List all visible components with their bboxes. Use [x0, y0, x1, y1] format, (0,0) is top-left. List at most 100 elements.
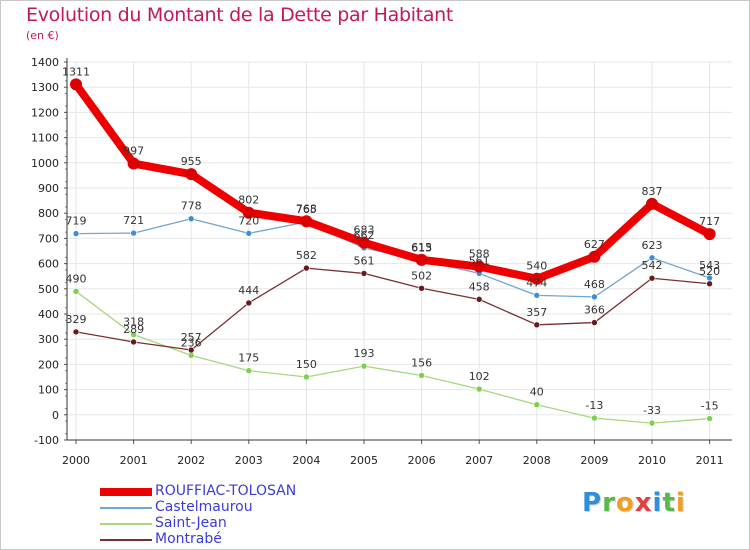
y-tick-label: 500 — [38, 283, 59, 296]
data-label: 40 — [530, 386, 544, 399]
data-label: 468 — [584, 278, 605, 291]
y-tick-label: 700 — [38, 232, 59, 245]
data-label: 955 — [181, 155, 202, 168]
data-label: -15 — [701, 400, 719, 413]
series-line-2 — [75, 290, 711, 424]
data-label: 837 — [642, 185, 663, 198]
data-label: 720 — [238, 214, 259, 227]
data-label: 150 — [296, 358, 317, 371]
logo-letter: o — [615, 488, 635, 518]
data-label: 444 — [238, 284, 259, 297]
y-tick-label: 100 — [38, 384, 59, 397]
data-point — [648, 254, 656, 262]
data-label: 366 — [584, 304, 605, 317]
data-point — [300, 215, 313, 228]
y-tick-label: 900 — [38, 182, 59, 195]
data-point — [185, 168, 198, 181]
logo-letter: t — [662, 488, 676, 518]
data-label: 175 — [238, 352, 259, 365]
y-tick-label: 300 — [38, 333, 59, 346]
data-point — [130, 331, 137, 338]
data-label: 1311 — [62, 65, 90, 78]
logo-letter: r — [602, 488, 616, 518]
data-point — [245, 299, 253, 307]
data-point — [703, 228, 716, 241]
data-label: 102 — [469, 370, 490, 383]
data-label: 717 — [699, 215, 720, 228]
data-point — [706, 415, 713, 422]
data-label: 662 — [354, 229, 375, 242]
data-point — [706, 274, 713, 282]
x-tick-label: 2008 — [523, 454, 551, 467]
x-tick-label: 2007 — [465, 454, 493, 467]
data-label: 490 — [66, 272, 87, 285]
legend-item-saint-jean: Saint-Jean — [100, 515, 360, 532]
legend-label-montrabe: Montrabé — [155, 531, 222, 547]
data-point — [475, 296, 483, 303]
data-label: -33 — [643, 404, 661, 417]
x-tick-label: 2000 — [62, 454, 90, 467]
y-tick-label: 800 — [38, 207, 59, 220]
data-point — [591, 293, 598, 301]
chart-subtitle: (en €) — [26, 29, 59, 42]
legend-item-castelmaurou: Castelmaurou — [100, 499, 360, 516]
data-point — [245, 230, 253, 237]
data-point — [360, 270, 368, 277]
data-label: 765 — [296, 203, 317, 216]
data-point — [242, 206, 255, 219]
y-tick-label: 1300 — [31, 81, 59, 94]
x-tick-label: 2003 — [235, 454, 263, 467]
data-label: 719 — [66, 215, 87, 228]
data-label: 502 — [411, 269, 432, 282]
data-point — [360, 362, 368, 370]
data-point — [303, 373, 310, 381]
logo-letter: P — [582, 488, 603, 518]
series-line-3 — [75, 267, 711, 351]
data-label: 540 — [526, 260, 547, 273]
data-point — [530, 272, 543, 285]
legend-swatch-rouffiac — [100, 488, 152, 496]
data-label: 458 — [469, 280, 490, 293]
data-label: -13 — [585, 399, 603, 412]
data-point — [473, 260, 486, 273]
y-tick-label: 1100 — [31, 132, 59, 145]
data-label: 474 — [526, 276, 547, 289]
data-point — [648, 419, 656, 427]
data-point — [127, 157, 140, 170]
data-label: 613 — [411, 241, 432, 254]
data-point — [646, 197, 658, 210]
y-tick-label: 0 — [52, 409, 59, 422]
data-point — [130, 338, 137, 346]
data-label: 329 — [66, 313, 87, 326]
data-point — [533, 401, 541, 409]
x-tick-label: 2005 — [350, 454, 378, 467]
legend-label-castelmaurou: Castelmaurou — [155, 499, 253, 515]
x-tick-label: 2011 — [696, 454, 724, 467]
data-point — [415, 253, 428, 266]
data-point — [303, 264, 310, 272]
y-tick-label: 1000 — [31, 157, 59, 170]
legend: ROUFFIAC-TOLOSAN Castelmaurou Saint-Jean… — [100, 483, 360, 548]
logo-letter: i — [675, 488, 686, 518]
data-point — [475, 385, 483, 393]
data-label: 156 — [411, 356, 432, 369]
series-line-1 — [75, 218, 711, 298]
data-label: 561 — [354, 254, 375, 267]
data-point — [72, 328, 80, 336]
data-label: 588 — [469, 248, 490, 261]
x-tick-label: 2004 — [292, 454, 320, 467]
data-point — [648, 274, 656, 282]
legend-item-rouffiac: ROUFFIAC-TOLOSAN — [100, 483, 360, 500]
data-point — [358, 236, 370, 249]
data-point — [591, 414, 598, 422]
logo-letter: x — [634, 488, 653, 518]
data-point — [72, 288, 80, 295]
data-point — [72, 230, 80, 237]
y-tick-label: 400 — [38, 308, 59, 321]
data-label: 542 — [642, 259, 663, 272]
data-label: 257 — [181, 331, 202, 344]
data-point — [591, 319, 598, 326]
data-point — [533, 321, 541, 329]
data-point — [70, 78, 82, 91]
y-tick-label: 600 — [38, 258, 59, 271]
